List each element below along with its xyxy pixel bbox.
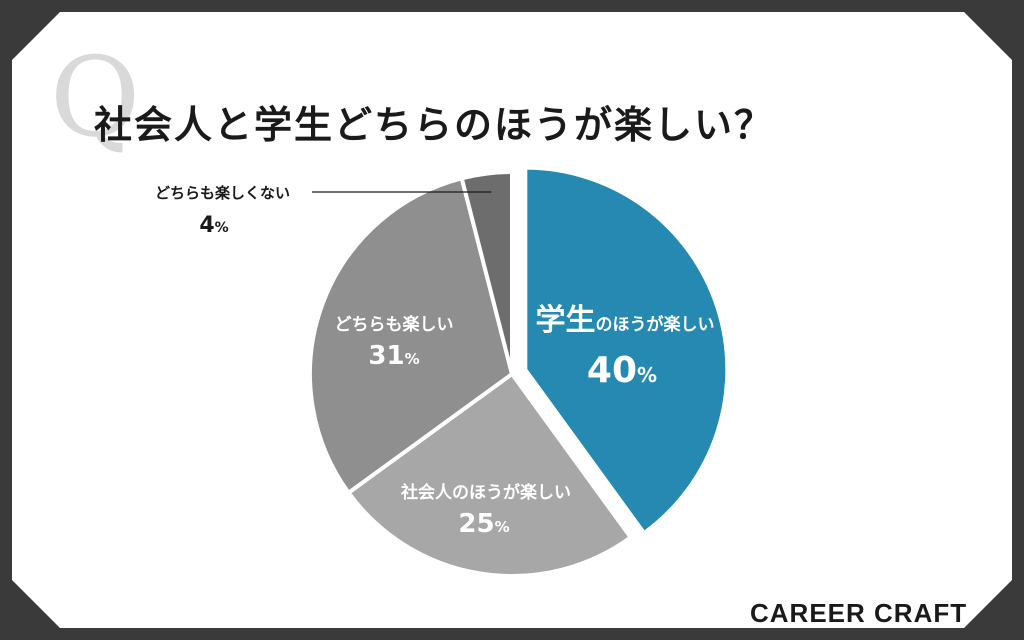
slice-label-0: 学生のほうが楽しい (536, 303, 715, 338)
slice-label-1: 社会人のほうが楽しい (400, 482, 571, 503)
slice-value-3: 4% (199, 213, 228, 238)
slice-value-0: 40% (587, 350, 657, 391)
q-mark: Q (50, 33, 141, 161)
pie-slice-3 (459, 169, 514, 375)
slice-label-2: どちらも楽しい (335, 314, 454, 335)
pie-slice-2 (308, 175, 515, 496)
pie-slices (308, 165, 730, 578)
slice-label-3: どちらも楽しくない (155, 184, 290, 202)
slice-value-2: 31% (368, 341, 419, 371)
pie-labels: 学生のほうが楽しい 40% 社会人のほうが楽しい 25% どちらも楽しい 31% どちらも楽… (155, 184, 715, 539)
pie-slice-0 (523, 165, 730, 536)
brand-logo: CAREER CRAFT (750, 598, 968, 628)
chart-title: 社会人と学生どちらのほうが楽しい？ (94, 103, 775, 147)
slice-value-1: 25% (458, 509, 509, 539)
pie-slice-1 (345, 371, 634, 578)
